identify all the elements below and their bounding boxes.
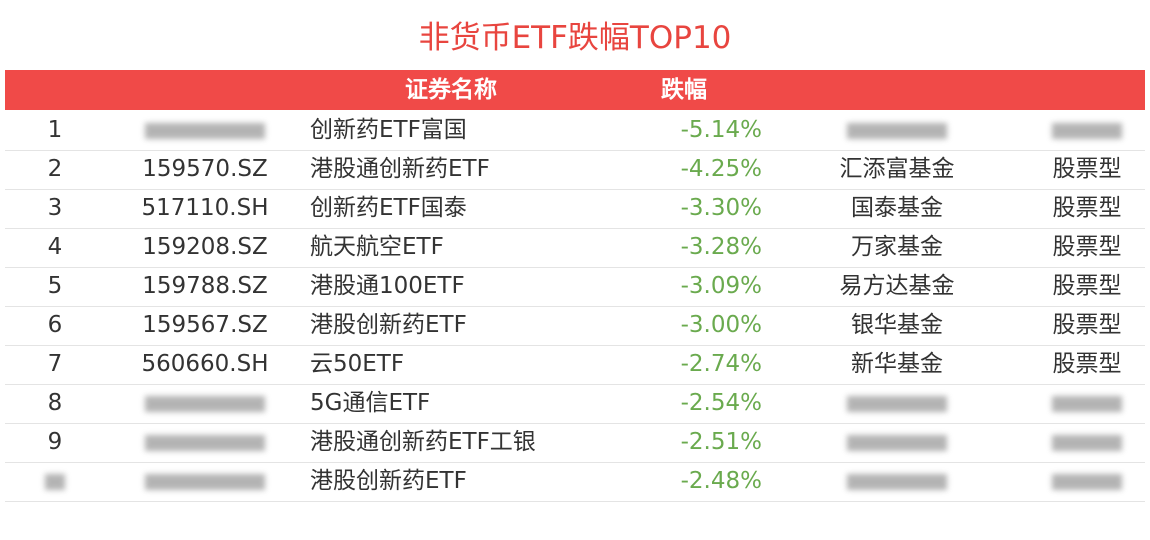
table-row: 9 港股通创新药ETF工银 -2.51% [5,423,1145,463]
table-row: 7 560660.SH 云50ETF -2.74% 新华基金 股票型 [5,345,1145,385]
code-cell: 560660.SH [141,351,269,377]
change-cell: -5.14% [680,117,762,143]
table-row: 2 159570.SZ 港股通创新药ETF -4.25% 汇添富基金 股票型 [5,150,1145,190]
header-cell: 证券名称 [405,77,497,103]
name-cell: 港股通创新药ETF [310,156,490,182]
blurred-cell [847,435,947,451]
change-cell: -2.54% [680,390,762,416]
change-cell: -3.00% [680,312,762,338]
table-row: 3 517110.SH 创新药ETF国泰 -3.30% 国泰基金 股票型 [5,189,1145,229]
type-cell: 股票型 [1052,156,1122,182]
name-cell: 港股通100ETF [310,273,465,299]
table-row: 1 创新药ETF富国 -5.14% [5,111,1145,151]
title: 非货币ETF跌幅TOP10 [418,20,732,56]
name-cell: 港股创新药ETF [310,468,467,494]
type-cell: 股票型 [1052,273,1122,299]
rank-cell: 3 [47,195,63,221]
blurred-cell [145,396,265,412]
blurred-cell [1052,396,1122,412]
rank-cell: 5 [47,273,63,299]
company-cell: 万家基金 [851,234,943,260]
code-cell: 159567.SZ [142,312,268,338]
change-cell: -2.74% [680,351,762,377]
blurred-cell [145,474,265,490]
name-cell: 5G通信ETF [310,390,431,416]
rank-cell: 7 [47,351,63,377]
name-cell: 航天航空ETF [310,234,444,260]
code-cell: 159570.SZ [142,156,268,182]
name-cell: 云50ETF [310,351,405,377]
table-row: 8 5G通信ETF -2.54% [5,384,1145,424]
rank-cell: 4 [47,234,63,260]
change-cell: -4.25% [680,156,762,182]
company-cell: 银华基金 [851,312,943,338]
blurred-cell [1052,435,1122,451]
header-cell: 跌幅 [661,77,707,103]
blurred-cell [1052,123,1122,139]
change-cell: -2.48% [680,468,762,494]
code-cell: 517110.SH [141,195,269,221]
code-cell: 159208.SZ [142,234,268,260]
blurred-cell [45,474,65,490]
name-cell: 创新药ETF富国 [310,117,467,143]
type-cell: 股票型 [1052,351,1122,377]
company-cell: 汇添富基金 [839,156,955,182]
table-row: 港股创新药ETF -2.48% [5,462,1145,502]
table-row: 5 159788.SZ 港股通100ETF -3.09% 易方达基金 股票型 [5,267,1145,307]
blurred-cell [847,474,947,490]
rank-cell: 2 [47,156,63,182]
change-cell: -3.28% [680,234,762,260]
blurred-cell [145,123,265,139]
type-cell: 股票型 [1052,195,1122,221]
rank-cell: 8 [47,390,63,416]
name-cell: 港股创新药ETF [310,312,467,338]
name-cell: 港股通创新药ETF工银 [310,429,536,455]
rank-cell: 6 [47,312,63,338]
blurred-cell [145,435,265,451]
type-cell: 股票型 [1052,234,1122,260]
company-cell: 新华基金 [851,351,943,377]
type-cell: 股票型 [1052,312,1122,338]
change-cell: -3.30% [680,195,762,221]
change-cell: -3.09% [680,273,762,299]
rank-cell: 9 [47,429,63,455]
blurred-cell [847,396,947,412]
company-cell: 易方达基金 [839,273,955,299]
table-row: 6 159567.SZ 港股创新药ETF -3.00% 银华基金 股票型 [5,306,1145,346]
company-cell: 国泰基金 [851,195,943,221]
table-row: 4 159208.SZ 航天航空ETF -3.28% 万家基金 股票型 [5,228,1145,268]
code-cell: 159788.SZ [142,273,268,299]
blurred-cell [1052,474,1122,490]
blurred-cell [847,123,947,139]
rank-cell: 1 [47,117,63,143]
name-cell: 创新药ETF国泰 [310,195,467,221]
table-header: 证券名称 跌幅 [5,70,1145,110]
change-cell: -2.51% [680,429,762,455]
